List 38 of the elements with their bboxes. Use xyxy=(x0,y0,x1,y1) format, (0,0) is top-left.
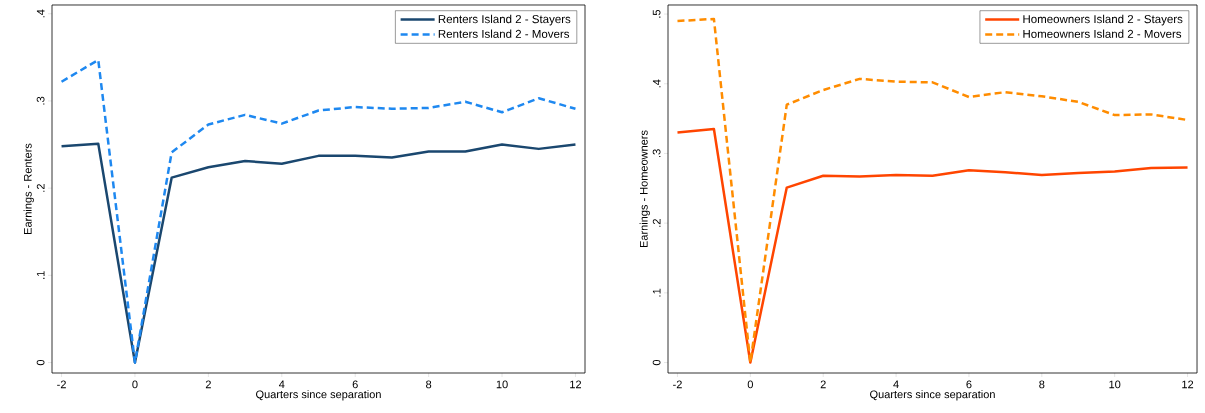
x-tick-label: 6 xyxy=(966,380,972,389)
legend-label: Homeowners Island 2 - Stayers xyxy=(1023,14,1183,26)
x-tick-label: 4 xyxy=(893,380,899,389)
x-tick-label: 6 xyxy=(352,380,358,389)
x-tick-label: -2 xyxy=(673,380,682,389)
line-series xyxy=(676,127,1189,364)
line-series xyxy=(60,58,577,364)
y-tick-label: .3 xyxy=(36,96,45,105)
x-tick-label: 0 xyxy=(132,380,138,389)
legend-label: Renters Island 2 - Movers xyxy=(438,29,570,38)
x-tick-label: 4 xyxy=(278,380,285,389)
y-tick-label: .1 xyxy=(652,288,661,297)
y-tick-label: 0 xyxy=(36,359,45,366)
x-tick-label: 2 xyxy=(820,380,826,389)
x-tick-label: 10 xyxy=(1109,380,1121,389)
y-tick-label: .3 xyxy=(652,149,661,158)
x-axis-title: Quarters since separation xyxy=(256,390,381,401)
x-tick-label: 12 xyxy=(570,380,582,389)
y-tick-label: .2 xyxy=(36,184,45,192)
x-tick-label: 2 xyxy=(205,380,211,389)
y-tick-label: 0 xyxy=(652,359,661,366)
y-tick-label: .2 xyxy=(652,219,661,227)
x-tick-label: 12 xyxy=(1182,380,1194,389)
y-tick-label: .4 xyxy=(36,9,45,18)
y-tick-label: .4 xyxy=(652,79,661,88)
x-tick-label: 8 xyxy=(426,380,432,389)
y-tick-label: .1 xyxy=(36,271,45,279)
x-tick-label: -2 xyxy=(57,380,66,389)
y-axis-title: Earnings - Renters xyxy=(23,143,34,234)
legend-label: Homeowners Island 2 - Movers xyxy=(1023,29,1182,38)
y-axis-title: Earnings - Homeowners xyxy=(639,130,650,248)
line-series xyxy=(60,142,577,364)
legend-label: Renters Island 2 - Stayers xyxy=(438,14,571,26)
x-tick-label: 8 xyxy=(1039,380,1045,389)
y-tick-label: .5 xyxy=(652,9,661,18)
x-tick-label: 10 xyxy=(496,380,508,389)
x-tick-label: 0 xyxy=(747,380,753,389)
x-axis-title: Quarters since separation xyxy=(870,390,995,401)
